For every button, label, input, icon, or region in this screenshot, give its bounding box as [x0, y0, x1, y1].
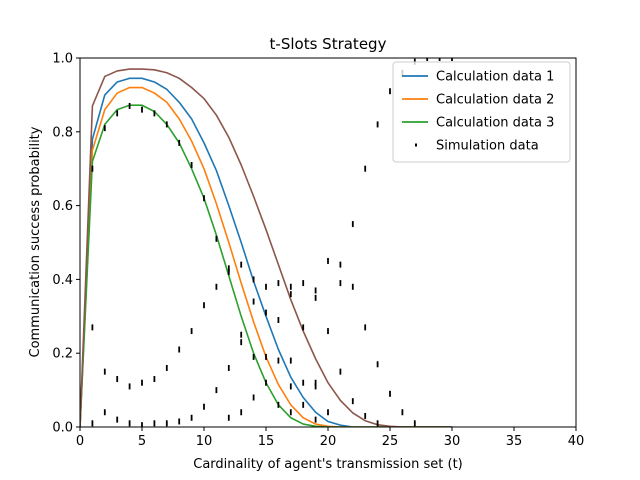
legend-entry: Calculation data 1 [436, 70, 554, 85]
y-tick-label: 0.2 [52, 347, 73, 362]
y-tick-label: 0.8 [52, 125, 73, 140]
series-line-1 [80, 77, 452, 427]
legend: Calculation data 1 Calculation data 2 Calc… [392, 61, 571, 163]
y-axis-label: Communication success probability [28, 126, 43, 357]
chart-title: t-Slots Strategy [270, 35, 387, 53]
y-tick-label: 0.4 [52, 273, 73, 288]
legend-entry: Calculation data 3 [436, 116, 554, 131]
x-tick-label: 40 [568, 434, 585, 449]
x-tick-label: 15 [258, 434, 275, 449]
x-tick-label: 0 [76, 434, 84, 449]
series-line-4 [80, 68, 452, 427]
legend-entry: Calculation data 2 [436, 93, 554, 108]
x-tick-label: 30 [444, 434, 461, 449]
plot-area: 0 5 10 15 20 25 30 35 40 0.0 0.2 0.4 0.6 0.8 1.0 Calcul… [52, 52, 584, 450]
y-tick-label: 0.0 [52, 421, 73, 436]
x-tick-label: 25 [382, 434, 399, 449]
x-tick-label: 20 [320, 434, 337, 449]
legend-marker [415, 143, 417, 147]
legend-entry: Simulation data [436, 139, 539, 154]
x-tick-label: 10 [196, 434, 213, 449]
legend-box [392, 61, 571, 163]
data-layer [80, 58, 453, 427]
x-tick-label: 35 [506, 434, 523, 449]
x-axis-label: Cardinality of agent's transmission set … [193, 457, 463, 472]
x-tick-label: 5 [138, 434, 146, 449]
y-tick-label: 1.0 [52, 52, 73, 67]
y-tick-label: 0.6 [52, 199, 73, 214]
